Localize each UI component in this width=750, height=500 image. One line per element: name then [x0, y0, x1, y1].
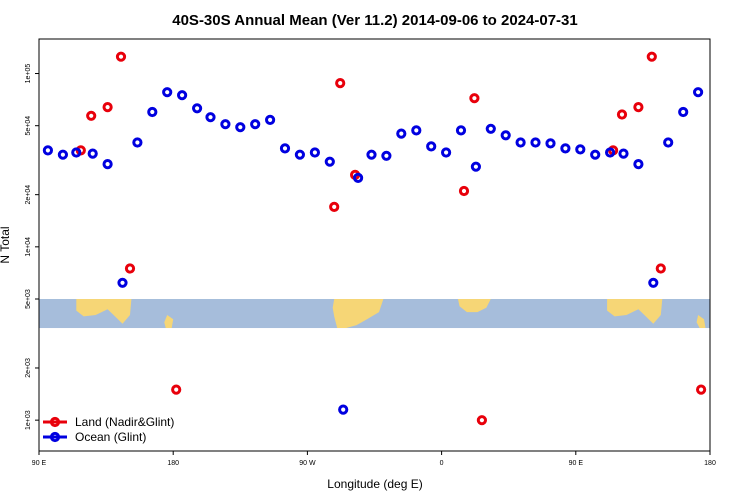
land-point	[633, 102, 644, 113]
y-tick-label: 1e+05	[25, 64, 32, 84]
ocean-point	[455, 125, 467, 136]
ocean-point	[530, 137, 541, 148]
ocean-point	[353, 172, 364, 183]
ocean-point	[102, 159, 113, 170]
ocean-point	[147, 106, 158, 118]
legend-label-ocean: Ocean (Glint)	[75, 430, 146, 444]
ocean-point	[485, 123, 496, 134]
x-tick-label: 0	[440, 460, 444, 467]
x-tick-label: 180	[167, 460, 179, 467]
land-point	[329, 201, 340, 212]
land-point	[696, 384, 707, 395]
y-tick-label: 5e+03	[25, 289, 32, 309]
ocean-point	[220, 119, 231, 130]
land-point	[171, 384, 182, 395]
plot-frame	[38, 38, 711, 452]
legend-label-land: Land (Nadir&Glint)	[75, 415, 174, 429]
land-point	[102, 102, 113, 113]
ocean-point	[117, 277, 128, 288]
x-tick-label: 90 W	[299, 460, 316, 467]
ocean-point	[545, 138, 556, 149]
ocean-point	[648, 277, 659, 288]
ocean-point	[411, 125, 422, 136]
ocean-point	[678, 106, 689, 118]
map-land-1	[164, 315, 174, 328]
x-tick-label: 90 E	[569, 460, 584, 467]
legend-item-ocean: Ocean (Glint)	[43, 430, 146, 444]
land-point	[655, 263, 666, 274]
ocean-point	[366, 149, 377, 160]
x-tick-label: 180	[704, 460, 716, 467]
land-point	[646, 51, 657, 62]
chart-title: 40S-30S Annual Mean (Ver 11.2) 2014-09-0…	[172, 12, 578, 29]
map-land-2	[332, 299, 384, 328]
ocean-point	[515, 137, 526, 148]
ocean-point	[265, 114, 276, 126]
ocean-point	[294, 149, 305, 160]
x-axis-label: Longitude (deg E)	[327, 477, 422, 491]
world-map-band	[39, 299, 710, 329]
x-tick-label: 90 E	[32, 460, 47, 467]
ocean-point	[192, 103, 203, 114]
ocean-point	[560, 143, 571, 154]
ocean-point	[693, 87, 704, 98]
ocean-point	[426, 141, 437, 152]
map-land-5	[696, 315, 706, 328]
land-point	[616, 109, 628, 120]
ocean-point	[235, 122, 246, 133]
y-tick-label: 2e+03	[25, 358, 32, 378]
ocean-point	[470, 161, 481, 172]
ocean-point	[250, 119, 261, 130]
map-land-3	[458, 299, 491, 313]
axis-ticks: 90 E 180 90 W 0 90 E 180 1e+03 2e+03 5e+03 1e+04 2…	[25, 64, 716, 467]
ocean-point	[575, 144, 586, 155]
ocean-point	[324, 156, 335, 167]
ocean-point	[57, 149, 69, 160]
legend-item-land: Land (Nadir&Glint)	[43, 415, 174, 429]
land-point	[124, 263, 136, 274]
land-point	[458, 185, 470, 197]
ocean-point	[205, 112, 216, 123]
y-tick-label: 1e+03	[25, 410, 32, 430]
ocean-point	[633, 159, 644, 170]
y-axis-label: N Total	[0, 226, 12, 263]
ocean-point	[663, 137, 674, 148]
ocean-point	[279, 143, 291, 154]
ocean-point	[177, 90, 188, 101]
ocean-point	[381, 150, 392, 161]
y-tick-label: 2e+04	[25, 185, 32, 205]
ocean-point	[71, 147, 82, 158]
ocean-point	[618, 148, 629, 159]
map-land-4	[607, 299, 663, 324]
land-point	[469, 93, 480, 104]
data-points	[42, 51, 707, 426]
ocean-point	[338, 404, 349, 415]
legend: Land (Nadir&Glint) Ocean (Glint)	[43, 415, 174, 444]
ocean-point	[132, 137, 143, 148]
ocean-point	[396, 128, 407, 139]
ocean-point	[42, 145, 54, 156]
ocean-point	[441, 147, 452, 158]
ocean-point	[590, 149, 601, 160]
ocean-point	[87, 148, 98, 159]
ocean-point	[500, 130, 511, 141]
ocean-point	[309, 147, 320, 158]
map-land-0	[76, 299, 132, 324]
ocean-point	[605, 147, 616, 158]
land-point	[86, 110, 97, 121]
ocean-point	[162, 87, 173, 98]
y-tick-label: 5e+04	[25, 116, 32, 136]
land-point	[476, 415, 487, 426]
land-point	[335, 78, 346, 89]
y-tick-label: 1e+04	[25, 237, 32, 257]
land-point	[115, 51, 127, 62]
